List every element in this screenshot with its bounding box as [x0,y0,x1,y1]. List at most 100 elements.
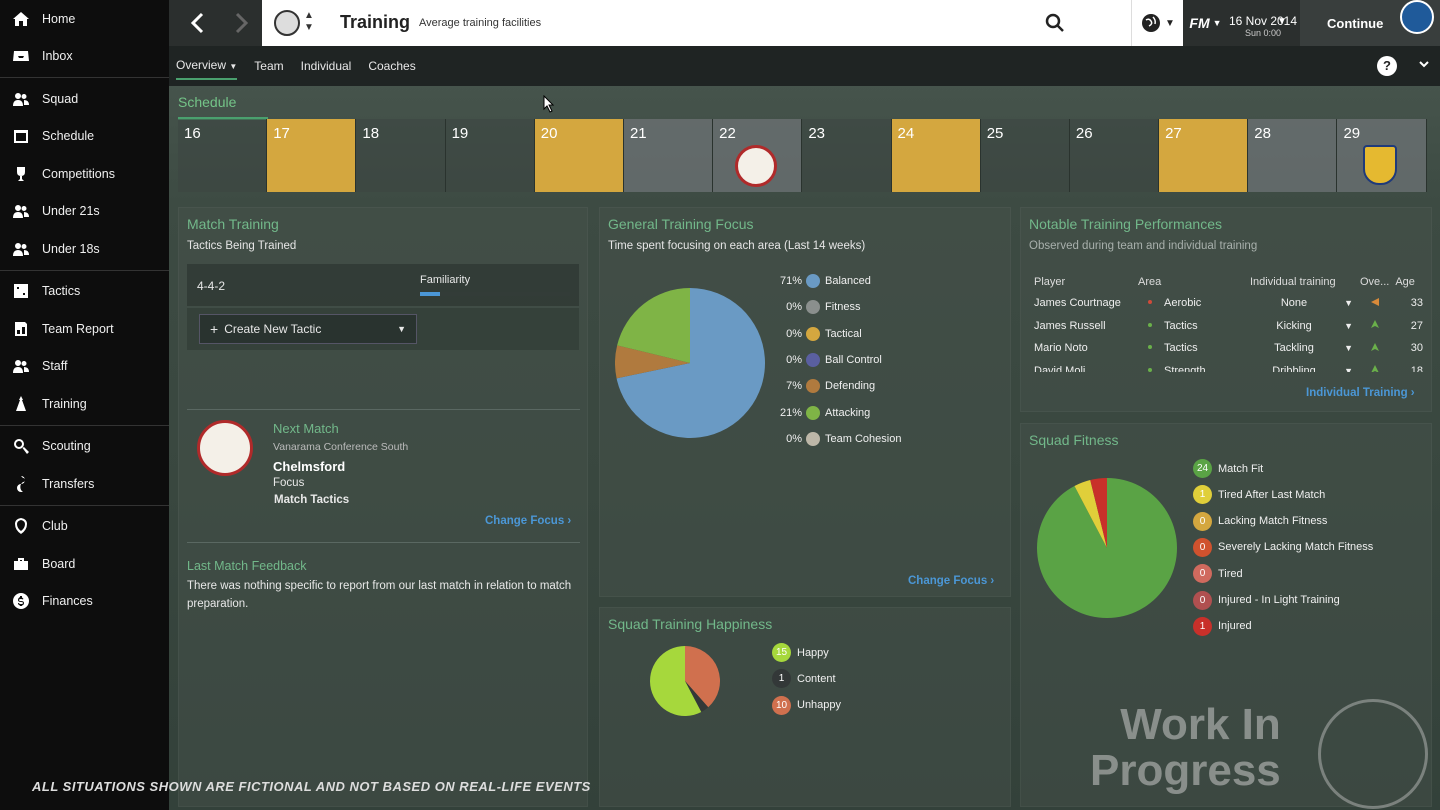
sidebar-item-label: Staff [42,359,68,374]
area-dot-icon [1148,367,1152,372]
sidebar-item-label: Scouting [42,439,91,454]
schedule-day[interactable]: 22 [713,119,803,192]
search-icon[interactable] [1045,13,1065,36]
sidebar-item-tactics[interactable]: Tactics [0,273,169,311]
schedule-day[interactable]: 29 [1337,119,1427,192]
day-number: 26 [1075,125,1093,142]
schedule-day[interactable]: 24 [891,119,981,192]
focus-label: Focus [273,477,305,489]
plus-icon: + [210,321,219,337]
club-switch-icon[interactable]: ▲ ▼ [304,10,314,33]
panel-title: General Training Focus [608,216,754,232]
notable-table-body: James Courtnage Aerobic None ▼ 33 James Russe… [1031,292,1429,372]
legend-label: Happy [797,646,829,659]
tab-individual[interactable]: Individual [300,59,352,73]
change-focus-link[interactable]: Change Focus › [485,515,572,527]
continue-button[interactable]: Continue [1300,0,1440,46]
watermark-line2: Progress [1090,746,1281,795]
chevron-down-icon[interactable] [1418,58,1430,73]
panel-subtitle: Time spent focusing on each area (Last 1… [608,240,866,252]
legend-dot [806,300,820,315]
sidebar-item-schedule[interactable]: Schedule [0,118,169,156]
table-row[interactable]: Mario Noto Tactics Tackling ▼ 30 [1031,337,1429,360]
sidebar-item-transfers[interactable]: Transfers [0,465,169,503]
trend-icon [1357,337,1392,360]
fitness-legend-row: 0 Severely Lacking Match Fitness [1193,537,1373,557]
sidebar-separator [0,269,169,271]
schedule-day[interactable]: 19 [445,119,535,192]
player-name[interactable]: James Courtnage [1034,297,1121,310]
fm-menu-button[interactable]: FM ▼ [1183,0,1228,46]
back-button[interactable] [174,0,220,46]
sidebar-item-squad[interactable]: Squad [0,80,169,118]
individual-training-dropdown[interactable]: Dribbling ▼ [1247,360,1357,372]
sidebar-item-club[interactable]: Club [0,508,169,546]
sidebar-item-under-18s[interactable]: Under 18s [0,230,169,268]
legend-label: Tired After Last Match [1218,488,1326,501]
sidebar-item-inbox[interactable]: Inbox [0,38,169,76]
column-player[interactable]: Player [1034,276,1066,288]
column-area[interactable]: Area [1138,276,1162,288]
schedule-day[interactable]: 27 [1159,119,1249,192]
globe-menu-button[interactable]: ▼ [1131,0,1183,46]
schedule-day[interactable]: 26 [1069,119,1160,192]
individual-training-value: Tackling [1274,342,1314,355]
sidebar-item-board[interactable]: Board [0,545,169,583]
sidebar-item-training[interactable]: Training [0,385,169,423]
schedule-day[interactable]: 16 [178,119,268,192]
legend-label: Tired [1218,567,1243,580]
tactic-row[interactable]: 4-4-2 Familiarity [187,264,579,306]
tab-overview[interactable]: Overview ▼ [176,52,238,80]
table-row[interactable]: David Moli Strength Dribbling ▼ 18 [1031,360,1429,372]
table-row[interactable]: James Courtnage Aerobic None ▼ 33 [1031,292,1429,315]
player-name[interactable]: Mario Noto [1034,342,1088,355]
date-display[interactable]: 16 Nov 2014 Sun 0:00 [1228,0,1298,46]
tactics-icon [14,284,28,299]
column-individual-training[interactable]: Individual training [1250,276,1336,288]
table-row[interactable]: James Russell Tactics Kicking ▼ 27 [1031,315,1429,338]
schedule-day[interactable]: 20 [534,119,624,192]
individual-training-dropdown[interactable]: None ▼ [1247,292,1357,315]
individual-training-dropdown[interactable]: Kicking ▼ [1247,315,1357,338]
schedule-day[interactable]: 23 [802,119,892,192]
notable-table: Player Area Individual training Ove... A… [1031,272,1429,372]
date-chevron-icon[interactable]: ▼ [1277,16,1287,27]
column-overall[interactable]: Ove... [1360,276,1390,288]
sidebar-item-staff[interactable]: Staff [0,348,169,386]
sidebar-item-finances[interactable]: Finances [0,583,169,621]
tab-team[interactable]: Team [254,59,284,73]
individual-training-value: None [1280,297,1308,310]
schedule-day[interactable]: 17 [267,119,357,192]
individual-training-dropdown[interactable]: Tackling ▼ [1247,337,1357,360]
individual-training-link[interactable]: Individual Training › [1306,387,1415,399]
create-tactic-dropdown[interactable]: + Create New Tactic ▼ [199,314,417,344]
sidebar-item-team-report[interactable]: Team Report [0,310,169,348]
count-badge: 10 [772,695,791,715]
schedule-day[interactable]: 21 [623,119,714,192]
legend-percent: 0% [786,432,802,445]
sidebar-item-competitions[interactable]: Competitions [0,155,169,193]
change-focus-link[interactable]: Change Focus › [908,575,995,587]
club-crest-icon[interactable] [274,10,300,36]
squad-icon [13,92,29,106]
column-age[interactable]: Age [1395,276,1415,288]
sidebar-item-under-21s[interactable]: Under 21s [0,193,169,231]
schedule-day[interactable]: 28 [1248,119,1338,192]
pie-slice-injured [1090,478,1107,548]
sidebar-item-scouting[interactable]: Scouting [0,428,169,466]
schedule-day[interactable]: 25 [980,119,1070,192]
forward-button[interactable] [219,0,265,46]
player-name[interactable]: David Moli [1034,364,1086,372]
help-button[interactable]: ? [1377,56,1397,76]
schedule-title: Schedule [178,94,237,110]
player-name[interactable]: James Russell [1034,319,1106,332]
chevron-down-icon: ▼ [1165,17,1175,29]
schedule-day[interactable]: 18 [356,119,446,192]
current-time: Sun 0:00 [1244,28,1282,38]
sidebar-item-home[interactable]: Home [0,0,169,38]
chevron-down-icon: ▼ [397,324,406,334]
tab-coaches[interactable]: Coaches [368,59,416,73]
opponent-name[interactable]: Chelmsford [273,459,346,474]
next-match-label: Next Match [273,421,339,436]
match-training-panel: Match Training Tactics Being Trained 4-4… [178,207,588,807]
